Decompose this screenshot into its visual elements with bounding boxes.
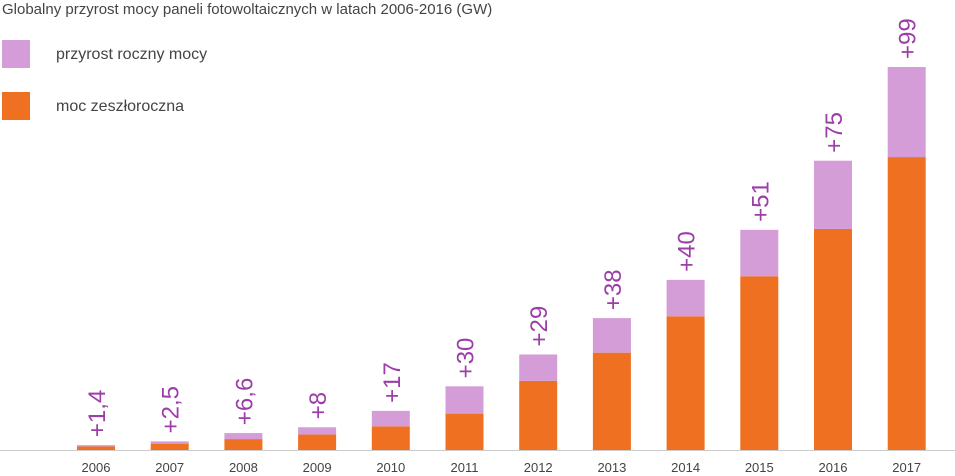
bar-segment bbox=[150, 443, 189, 450]
bar-segment bbox=[887, 67, 926, 158]
bar-segment bbox=[77, 446, 115, 450]
bar-segment bbox=[371, 426, 410, 450]
data-label: +40 bbox=[674, 231, 701, 272]
bar-segment bbox=[666, 316, 705, 450]
bar-segment bbox=[592, 352, 631, 450]
x-tick-label: 2014 bbox=[671, 460, 700, 475]
data-label: +17 bbox=[379, 362, 406, 403]
bar-segment bbox=[519, 380, 558, 450]
bar-segment bbox=[666, 279, 705, 317]
data-label: +38 bbox=[600, 269, 627, 310]
data-label: +30 bbox=[453, 338, 480, 379]
data-label: +29 bbox=[526, 306, 553, 347]
x-tick-label: 2011 bbox=[451, 460, 479, 475]
x-tick-label: 2007 bbox=[155, 460, 184, 475]
bar-segment bbox=[150, 441, 189, 444]
legend-swatch bbox=[2, 40, 30, 68]
legend-label: przyrost roczny mocy bbox=[56, 46, 207, 63]
bar-segment bbox=[445, 413, 484, 450]
bar-segment bbox=[371, 410, 410, 427]
x-tick-label: 2012 bbox=[524, 460, 553, 475]
x-tick-label: 2006 bbox=[82, 460, 111, 475]
bar-segment bbox=[519, 354, 558, 381]
chart-title: Globalny przyrost mocy paneli fotowoltai… bbox=[2, 1, 492, 18]
bar-segment bbox=[592, 318, 631, 353]
data-label: +8 bbox=[305, 392, 332, 419]
bar-segment bbox=[887, 157, 926, 450]
legend-swatch bbox=[2, 92, 30, 120]
x-tick-label: 2008 bbox=[229, 460, 258, 475]
legend-label: moc zeszłoroczna bbox=[56, 98, 184, 115]
x-tick-label: 2017 bbox=[892, 460, 921, 475]
bar-segment bbox=[445, 386, 484, 414]
data-label: +2,5 bbox=[158, 386, 185, 433]
data-label: +75 bbox=[821, 112, 848, 153]
bar-segment bbox=[814, 228, 852, 450]
bar-segment bbox=[740, 276, 779, 450]
bar-segment bbox=[814, 160, 852, 229]
data-label: +99 bbox=[895, 18, 922, 59]
bar-segment bbox=[298, 427, 337, 435]
x-tick-label: 2009 bbox=[303, 460, 332, 475]
bar-segment bbox=[77, 445, 115, 447]
bar-segment bbox=[224, 433, 263, 440]
bar-segment bbox=[298, 434, 337, 450]
x-tick-label: 2013 bbox=[597, 460, 626, 475]
data-label: +1,4 bbox=[84, 390, 111, 437]
x-tick-label: 2015 bbox=[745, 460, 774, 475]
bar-segment bbox=[740, 229, 779, 277]
data-label: +6,6 bbox=[231, 378, 258, 425]
data-label: +51 bbox=[747, 181, 774, 222]
x-tick-label: 2016 bbox=[819, 460, 848, 475]
bar-segment bbox=[224, 439, 263, 450]
x-tick-label: 2010 bbox=[376, 460, 405, 475]
